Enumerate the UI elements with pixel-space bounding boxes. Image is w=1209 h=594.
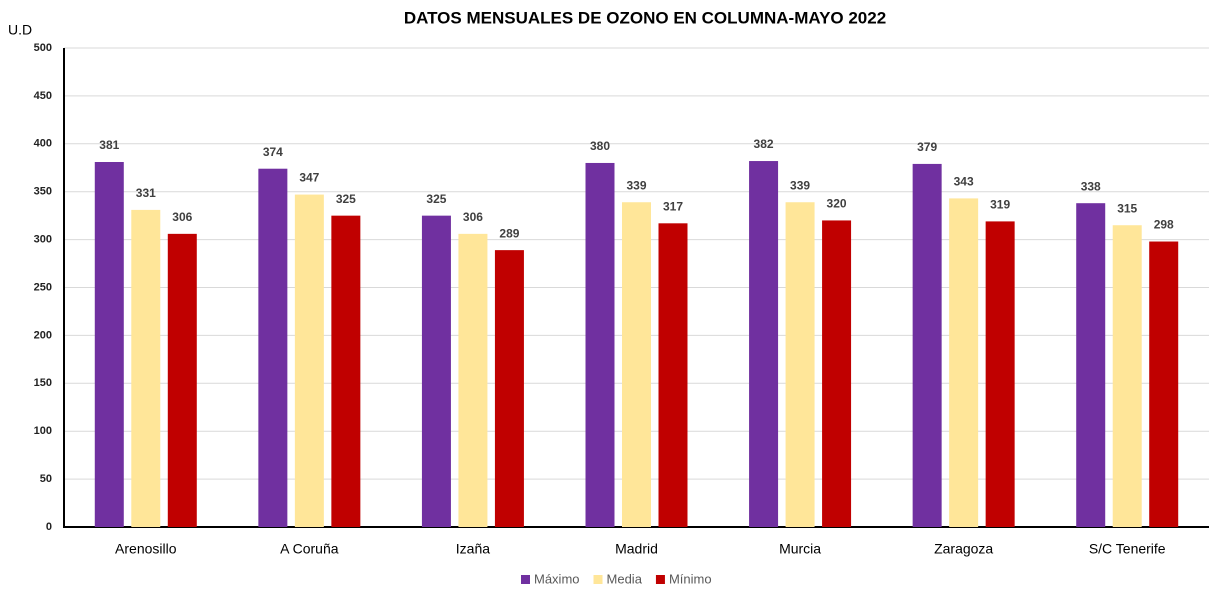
bar bbox=[494, 250, 524, 527]
data-label: 339 bbox=[626, 178, 646, 192]
bar bbox=[822, 220, 852, 527]
bar bbox=[294, 194, 324, 527]
bar bbox=[785, 202, 815, 527]
data-label: 380 bbox=[590, 139, 610, 153]
bar bbox=[131, 209, 161, 528]
bar bbox=[912, 163, 942, 527]
data-label: 331 bbox=[136, 186, 156, 200]
data-label: 338 bbox=[1081, 179, 1101, 193]
bar bbox=[421, 215, 451, 527]
data-label: 298 bbox=[1154, 218, 1174, 232]
x-tick-label: Zaragoza bbox=[934, 541, 993, 557]
data-label: 339 bbox=[790, 178, 810, 192]
data-label: 317 bbox=[663, 199, 683, 213]
x-tick-label: Arenosillo bbox=[115, 541, 177, 557]
bar bbox=[658, 223, 688, 527]
bar bbox=[985, 221, 1015, 527]
legend-label: Media bbox=[607, 571, 643, 586]
data-label: 343 bbox=[954, 175, 974, 189]
bar bbox=[585, 162, 615, 527]
data-label: 382 bbox=[754, 137, 774, 151]
bar bbox=[167, 233, 197, 528]
legend-swatch bbox=[593, 575, 603, 584]
bar bbox=[622, 202, 651, 527]
y-tick-label: 400 bbox=[34, 138, 52, 150]
data-label: 347 bbox=[299, 171, 319, 185]
bar bbox=[1076, 203, 1106, 528]
data-label: 374 bbox=[263, 145, 283, 159]
y-tick-label: 100 bbox=[34, 425, 52, 437]
data-label: 319 bbox=[990, 198, 1010, 212]
bar bbox=[331, 215, 361, 527]
bar bbox=[1149, 241, 1179, 528]
data-label: 306 bbox=[463, 210, 483, 224]
bar bbox=[949, 198, 979, 527]
x-tick-label: Madrid bbox=[615, 541, 658, 557]
y-tick-label: 200 bbox=[34, 329, 52, 341]
data-label: 381 bbox=[99, 138, 119, 152]
x-tick-label: Izaña bbox=[456, 541, 490, 557]
data-label: 306 bbox=[172, 210, 192, 224]
y-tick-label: 350 bbox=[34, 186, 52, 198]
x-tick-label: Murcia bbox=[779, 541, 821, 557]
y-axis-label: U.D bbox=[8, 22, 32, 38]
bar bbox=[458, 233, 488, 528]
y-tick-label: 500 bbox=[34, 42, 52, 54]
legend-swatch bbox=[655, 575, 665, 584]
data-label: 320 bbox=[827, 197, 847, 211]
legend-label: Mínimo bbox=[669, 571, 712, 586]
y-tick-label: 250 bbox=[34, 281, 52, 293]
y-tick-label: 50 bbox=[40, 473, 52, 485]
bar bbox=[94, 162, 124, 527]
legend-swatch bbox=[521, 575, 530, 584]
legend-label: Máximo bbox=[534, 571, 580, 586]
x-tick-label: A Coruña bbox=[280, 541, 339, 557]
data-label: 325 bbox=[426, 192, 446, 206]
bar bbox=[1112, 225, 1142, 528]
data-label: 325 bbox=[336, 192, 356, 206]
y-tick-label: 150 bbox=[34, 377, 52, 389]
data-label: 379 bbox=[917, 140, 937, 154]
y-tick-label: 450 bbox=[34, 90, 52, 102]
bar bbox=[258, 168, 288, 527]
y-tick-label: 300 bbox=[34, 234, 52, 246]
bar bbox=[749, 161, 779, 527]
x-tick-label: S/C Tenerife bbox=[1089, 541, 1166, 557]
y-tick-label: 0 bbox=[46, 521, 52, 533]
data-label: 315 bbox=[1117, 201, 1137, 215]
chart-title: DATOS MENSUALES DE OZONO EN COLUMNA-MAYO… bbox=[404, 8, 886, 27]
data-label: 289 bbox=[499, 226, 519, 240]
